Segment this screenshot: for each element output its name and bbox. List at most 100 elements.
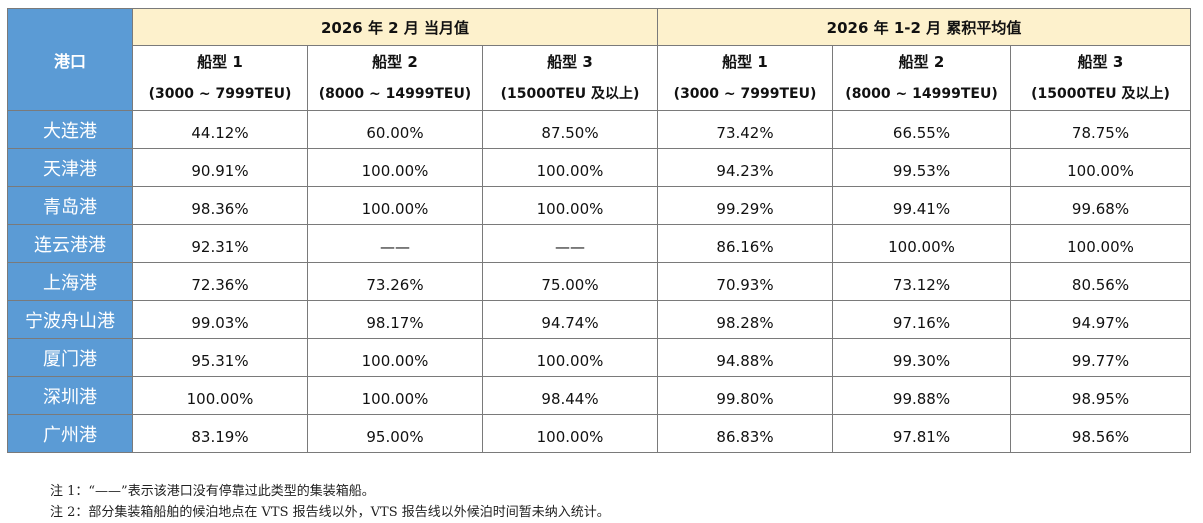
value-cell: 83.19% [132, 414, 308, 453]
table-row: 连云港港 92.31% —— —— 86.16% 100.00% 100.00% [7, 224, 1192, 263]
port-name-cell: 青岛港 [7, 186, 133, 225]
value-text: 94.74% [541, 313, 599, 332]
port-name-cell: 大连港 [7, 110, 133, 149]
value-cell: 98.36% [132, 186, 308, 225]
value-text: 75.00% [541, 275, 599, 294]
port-name-cell: 连云港港 [7, 224, 133, 263]
value-text: 86.83% [716, 427, 774, 446]
value-cell: 100.00% [307, 376, 483, 415]
value-cell: 87.50% [481, 110, 659, 149]
value-text: 86.16% [716, 237, 774, 256]
table-row: 宁波舟山港 99.03% 98.17% 94.74% 98.28% 97.16% 94.97… [7, 300, 1192, 339]
value-cell: 92.31% [132, 224, 308, 263]
value-text: 100.00% [361, 389, 429, 408]
value-text: 97.81% [892, 427, 951, 446]
value-cell: 99.88% [832, 376, 1012, 415]
value-cell: 94.97% [1010, 300, 1192, 339]
ship-type-header: 船型 3 (15000TEU 及以上) [1010, 45, 1192, 111]
value-text: 72.36% [191, 275, 249, 294]
value-text: 98.44% [541, 389, 599, 408]
value-cell: 99.03% [132, 300, 308, 339]
value-cell: 66.55% [832, 110, 1012, 149]
value-cell: 78.75% [1010, 110, 1192, 149]
value-text: 73.26% [366, 275, 424, 294]
port-name-cell: 上海港 [7, 262, 133, 301]
value-cell: 99.41% [832, 186, 1012, 225]
port-name-cell: 宁波舟山港 [7, 300, 133, 339]
value-text: 99.53% [892, 161, 951, 180]
value-text: 99.88% [892, 389, 951, 408]
ship-type-header: 船型 3 (15000TEU 及以上) [481, 45, 659, 111]
value-text: 99.03% [191, 313, 249, 332]
value-text: 99.68% [1071, 199, 1130, 218]
value-cell: 100.00% [132, 376, 308, 415]
value-cell: 100.00% [481, 148, 659, 187]
value-cell: 73.42% [657, 110, 834, 149]
value-cell: 99.68% [1010, 186, 1192, 225]
value-cell: 97.81% [832, 414, 1012, 453]
value-text: 100.00% [536, 161, 604, 180]
value-cell: —— [481, 224, 659, 263]
ship-type-range: (8000 ~ 14999TEU) [318, 86, 472, 102]
ship-type-header: 船型 2 (8000 ~ 14999TEU) [307, 45, 483, 111]
value-text: 99.77% [1071, 351, 1130, 370]
value-text: 94.97% [1071, 313, 1130, 332]
value-text: 44.12% [191, 123, 249, 142]
value-text: 100.00% [536, 351, 604, 370]
footnote-1: 注 1：“——”表示该港口没有停靠过此类型的集装箱船。 [50, 484, 375, 499]
ship-type-range: (3000 ~ 7999TEU) [673, 86, 817, 102]
port-stats-table: 港口 2026 年 2 月 当月值 2026 年 1-2 月 累积平均值 船型 … [7, 8, 1192, 453]
table-row: 深圳港 100.00% 100.00% 98.44% 99.80% 99.88% 98.95… [7, 376, 1192, 415]
value-cell: 98.28% [657, 300, 834, 339]
value-text: 80.56% [1071, 275, 1130, 294]
ship-type-header-row: 船型 1 (3000 ~ 7999TEU) 船型 2 (8000 ~ 14999TEU… [8, 45, 1192, 111]
table-row: 青岛港 98.36% 100.00% 100.00% 99.29% 99.41% 99.68… [7, 186, 1192, 225]
value-cell: 94.88% [657, 338, 834, 377]
value-text: 98.36% [191, 199, 249, 218]
table-row: 厦门港 95.31% 100.00% 100.00% 94.88% 99.30% 99.77… [7, 338, 1192, 377]
ship-type-name: 船型 3 [547, 53, 593, 71]
value-cell: 95.00% [307, 414, 483, 453]
value-cell: 99.53% [832, 148, 1012, 187]
value-cell: 100.00% [481, 414, 659, 453]
value-cell: 86.83% [657, 414, 834, 453]
value-text: 100.00% [888, 237, 955, 256]
value-cell: 94.74% [481, 300, 659, 339]
value-cell: 100.00% [307, 148, 483, 187]
value-text: 87.50% [541, 123, 599, 142]
table-row: 广州港 83.19% 95.00% 100.00% 86.83% 97.81% 98.56% [7, 414, 1192, 453]
value-cell: 98.95% [1010, 376, 1192, 415]
table-row: 天津港 90.91% 100.00% 100.00% 94.23% 99.53% 100.0… [7, 148, 1192, 187]
value-text: 94.23% [716, 161, 774, 180]
ship-type-name: 船型 3 [1077, 53, 1124, 71]
value-text: —— [555, 237, 585, 256]
table-body: 大连港 44.12% 60.00% 87.50% 73.42% 66.55% 78.75% 天… [7, 110, 1192, 453]
value-text: 66.55% [892, 123, 951, 142]
value-cell: 44.12% [132, 110, 308, 149]
value-cell: 99.30% [832, 338, 1012, 377]
value-cell: 98.44% [481, 376, 659, 415]
value-cell: 100.00% [307, 338, 483, 377]
value-cell: 75.00% [481, 262, 659, 301]
value-text: 73.42% [716, 123, 774, 142]
value-cell: 80.56% [1010, 262, 1192, 301]
value-text: 100.00% [1067, 237, 1134, 256]
value-cell: 100.00% [1010, 224, 1192, 263]
ship-type-name: 船型 2 [898, 53, 945, 71]
footnote-2: 注 2：部分集装箱船舶的候泊地点在 VTS 报告线以外，VTS 报告线以外候泊时… [50, 505, 610, 520]
value-cell: 86.16% [657, 224, 834, 263]
value-cell: 100.00% [307, 186, 483, 225]
value-cell: 99.80% [657, 376, 834, 415]
cumulative-group-header: 2026 年 1-2 月 累积平均值 [657, 8, 1192, 46]
value-text: 90.91% [191, 161, 249, 180]
value-cell: 100.00% [832, 224, 1012, 263]
value-text: 98.28% [716, 313, 774, 332]
ship-type-header: 船型 1 (3000 ~ 7999TEU) [132, 45, 308, 111]
table-row: 上海港 72.36% 73.26% 75.00% 70.93% 73.12% 80.56% [7, 262, 1192, 301]
value-cell: 94.23% [657, 148, 834, 187]
value-text: 100.00% [361, 161, 429, 180]
value-text: 92.31% [191, 237, 249, 256]
value-cell: 72.36% [132, 262, 308, 301]
port-name-cell: 广州港 [7, 414, 133, 453]
value-cell: 99.77% [1010, 338, 1192, 377]
